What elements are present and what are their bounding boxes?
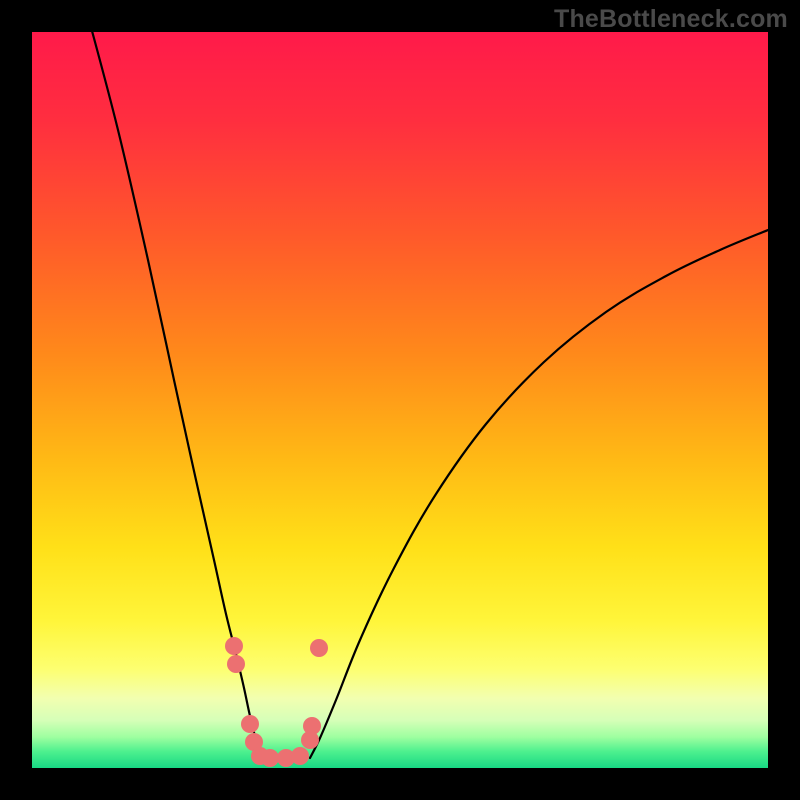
datapoint-marker	[291, 747, 309, 765]
datapoint-marker	[310, 639, 328, 657]
datapoint-marker	[227, 655, 245, 673]
watermark-text: TheBottleneck.com	[554, 5, 788, 34]
datapoint-marker	[261, 749, 279, 767]
datapoint-marker	[241, 715, 259, 733]
datapoint-marker	[225, 637, 243, 655]
bottleneck-chart	[0, 0, 800, 800]
datapoint-marker	[303, 717, 321, 735]
gradient-background	[32, 32, 768, 768]
image-root: TheBottleneck.com	[0, 0, 800, 800]
